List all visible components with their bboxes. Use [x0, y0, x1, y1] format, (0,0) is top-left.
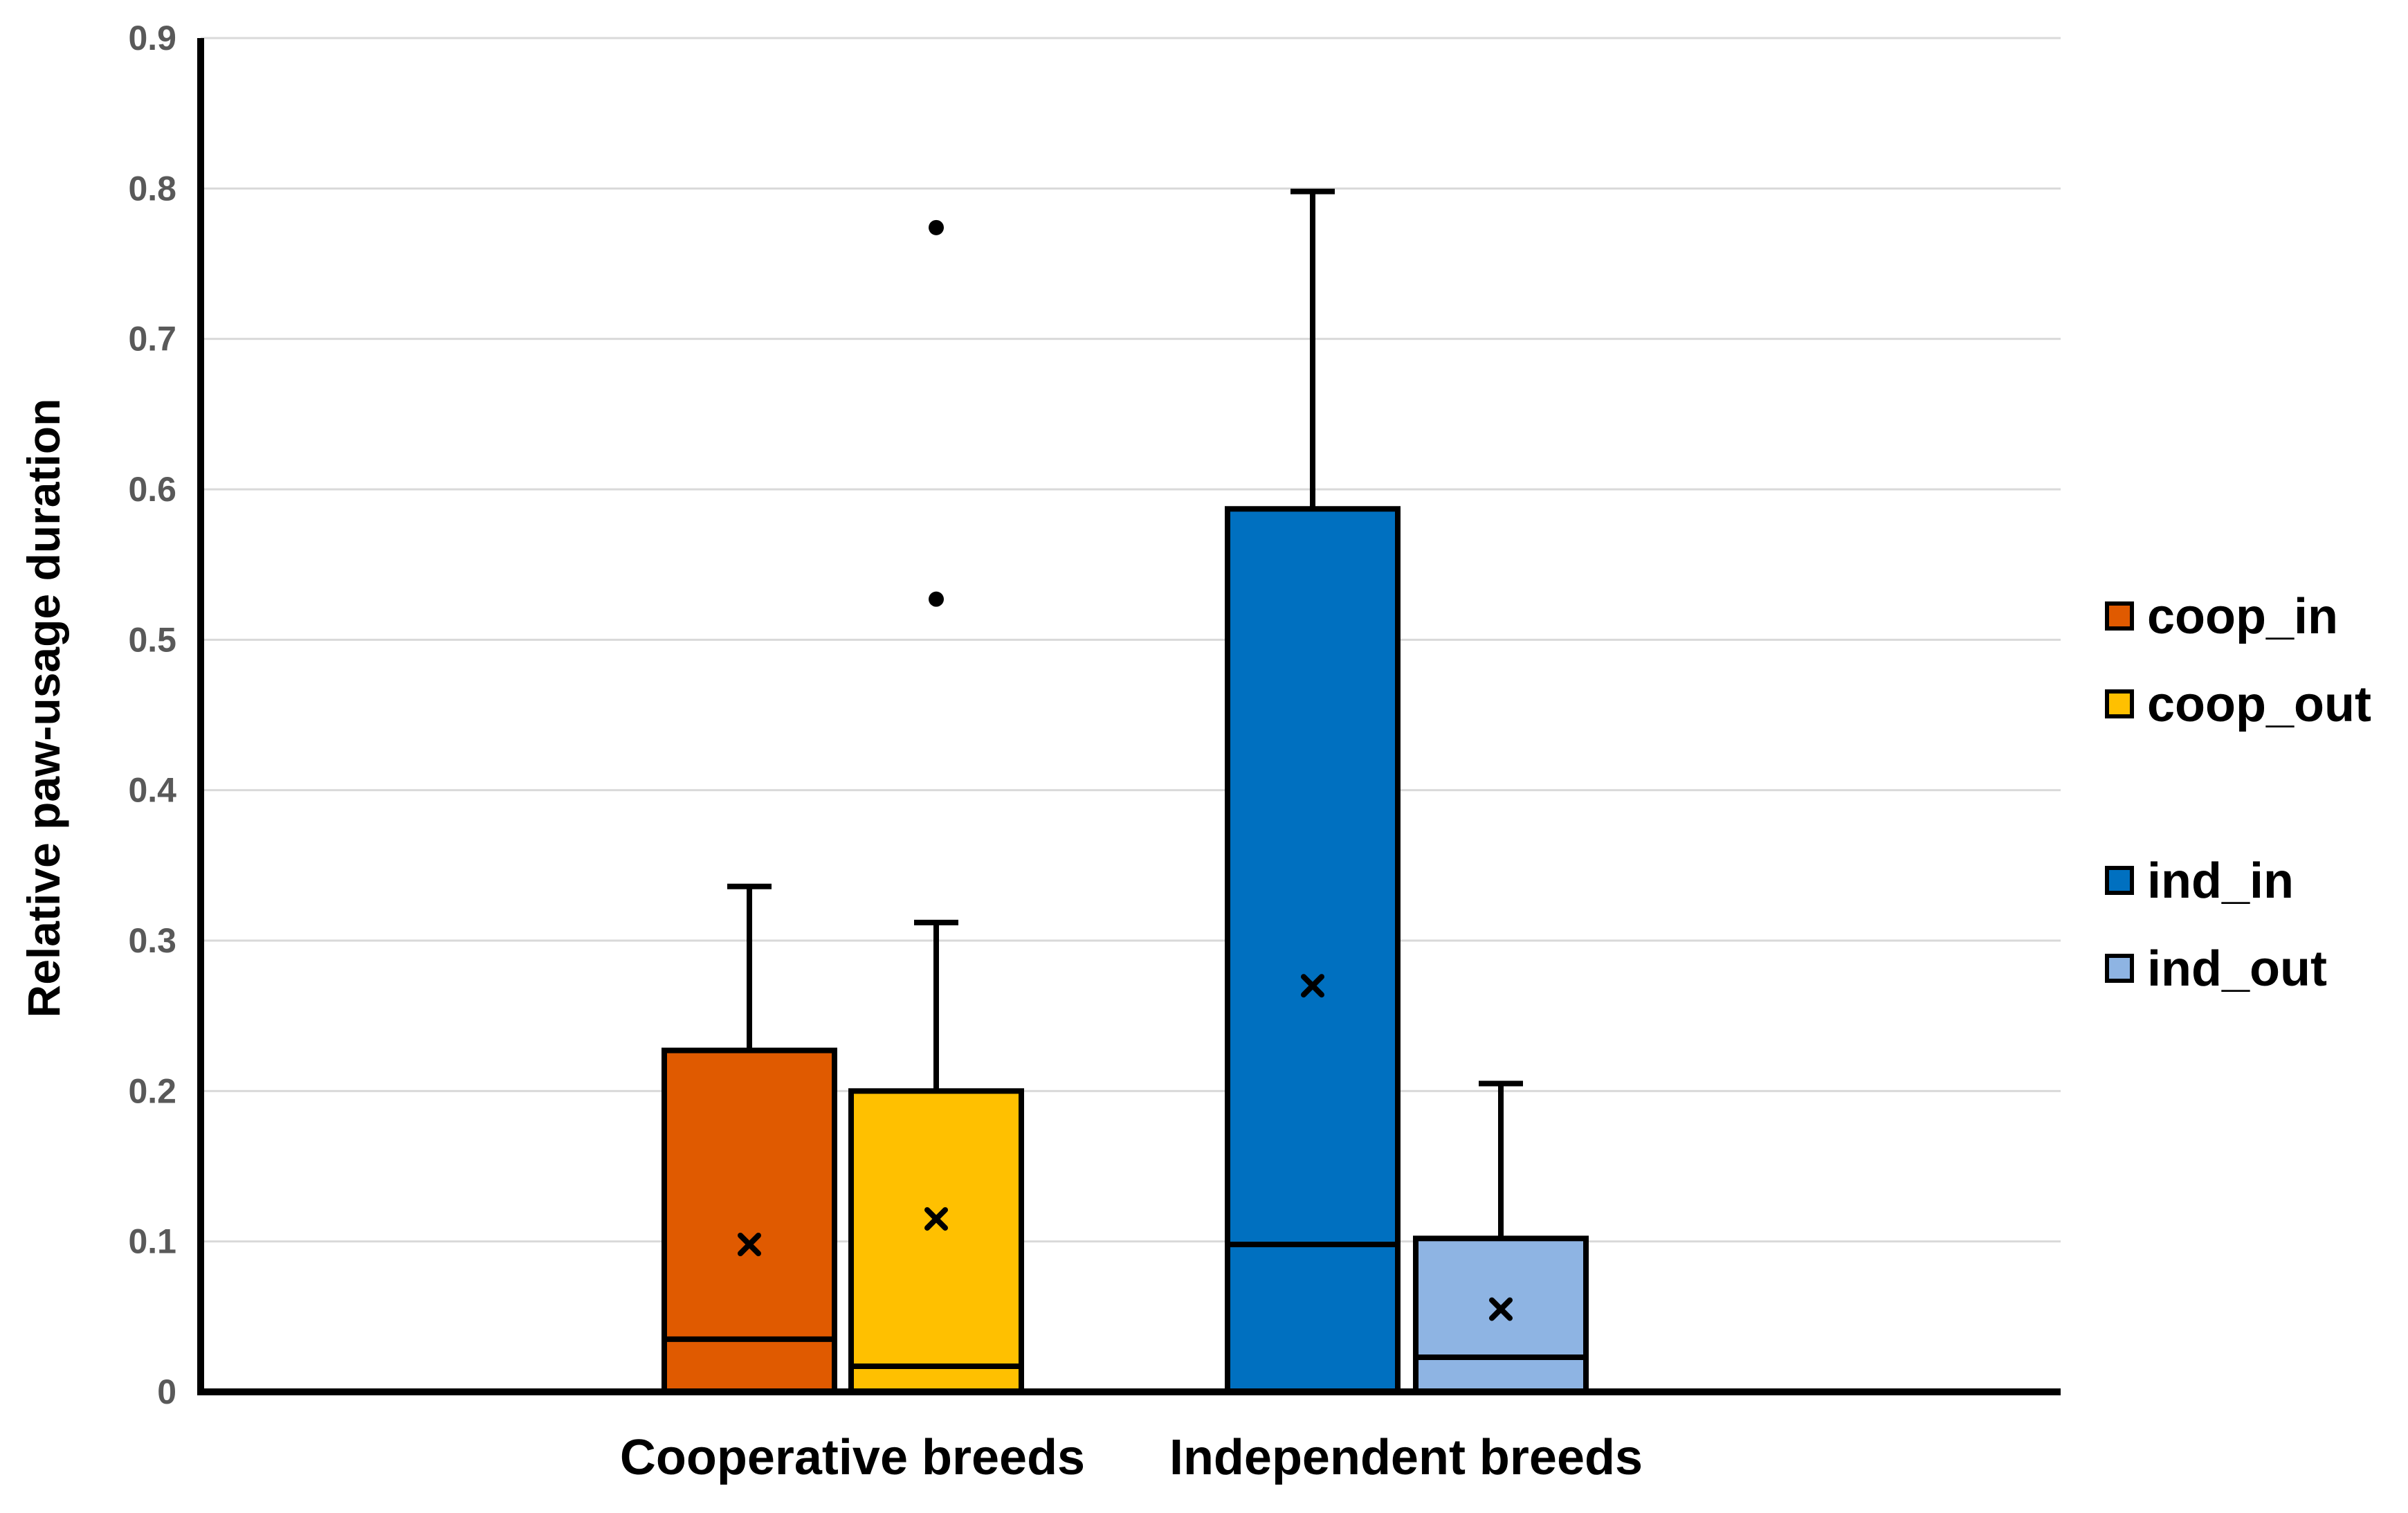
- mean-marker-coop_out: [924, 1207, 948, 1231]
- legend-label-coop_out: coop_out: [2147, 677, 2371, 732]
- axes: [197, 38, 2061, 1395]
- legend-label-ind_out: ind_out: [2147, 941, 2327, 997]
- y-tick-label: 0.4: [128, 771, 176, 810]
- x-category-label: Cooperative breeds: [620, 1430, 1085, 1485]
- box-ind_out: [1413, 1080, 1589, 1395]
- legend: coop_in coop_out ind_in ind_out: [2105, 589, 2371, 997]
- mean-x-stroke: [1489, 1297, 1513, 1321]
- legend-label-coop_in: coop_in: [2147, 589, 2338, 644]
- y-axis-ticks: 0 0.1 0.2 0.3 0.4 0.5 0.6 0.7 0.8 0.9: [128, 19, 176, 1411]
- mean-marker-ind_out: [1489, 1297, 1513, 1321]
- y-tick-label: 0.2: [128, 1071, 176, 1110]
- legend-item-ind_out: ind_out: [2105, 941, 2327, 997]
- category-labels: Cooperative breeds Independent breeds: [620, 1430, 1643, 1485]
- y-tick-label: 0.8: [128, 169, 176, 208]
- legend-item-coop_out: coop_out: [2105, 677, 2371, 732]
- y-tick-label: 0.3: [128, 921, 176, 960]
- mean-marker-ind_in: [1301, 974, 1324, 998]
- boxes: [662, 188, 1589, 1395]
- mean-x-stroke: [1301, 974, 1324, 998]
- y-tick-label: 0.6: [128, 470, 176, 509]
- legend-swatch-ind_in: [2105, 866, 2134, 895]
- y-tick-label: 0.7: [128, 320, 176, 359]
- box-coop_in: [662, 883, 837, 1395]
- box-rect-ind_in: [1225, 506, 1401, 1395]
- mean-x-stroke: [924, 1207, 948, 1231]
- mean-x-stroke: [738, 1233, 761, 1257]
- box-ind_in: [1225, 188, 1401, 1395]
- gridlines: [201, 37, 2061, 1243]
- legend-item-ind_in: ind_in: [2105, 853, 2294, 909]
- legend-swatch-ind_out: [2105, 954, 2134, 983]
- y-axis-title: Relative paw-usage duration: [18, 399, 69, 1018]
- legend-label-ind_in: ind_in: [2147, 853, 2294, 909]
- legend-swatch-coop_out: [2105, 689, 2134, 718]
- box-rect-coop_in: [662, 1047, 837, 1395]
- y-tick-label: 0.9: [128, 19, 176, 57]
- mean-marker-coop_in: [738, 1233, 761, 1257]
- outlier-coop_out: [929, 219, 944, 235]
- y-tick-label: 0.1: [128, 1222, 176, 1261]
- legend-swatch-coop_in: [2105, 601, 2134, 631]
- y-tick-label: 0.5: [128, 620, 176, 659]
- legend-item-coop_in: coop_in: [2105, 589, 2338, 644]
- x-category-label: Independent breeds: [1169, 1430, 1643, 1485]
- box-rect-coop_out: [848, 1088, 1024, 1395]
- box-coop_out: [848, 219, 1024, 1395]
- box-rect-ind_out: [1413, 1235, 1589, 1395]
- outlier-coop_out: [929, 591, 944, 607]
- y-tick-label: 0: [157, 1372, 176, 1411]
